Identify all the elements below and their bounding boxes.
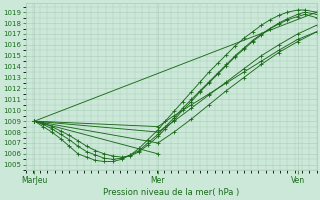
X-axis label: Pression niveau de la mer( hPa ): Pression niveau de la mer( hPa ): [103, 188, 239, 197]
